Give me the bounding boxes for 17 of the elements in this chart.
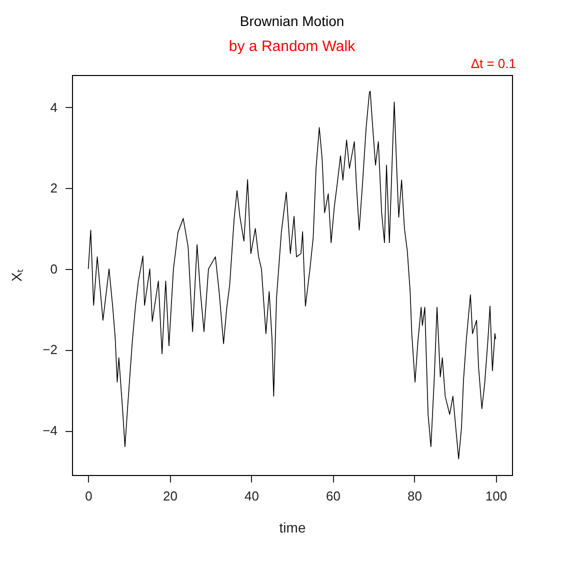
y-tick-label: −4 [42, 423, 58, 438]
x-tick-label: 40 [244, 488, 259, 504]
y-tick-label: 4 [50, 100, 58, 115]
y-tick-label: 0 [50, 261, 58, 276]
y-tick-label: 2 [50, 180, 58, 196]
y-tick-label: −2 [42, 342, 58, 358]
x-axis-title: time [279, 520, 306, 536]
x-tick-label: 60 [326, 488, 340, 504]
y-axis-title: Xₜ [8, 268, 25, 282]
x-tick-label: 80 [407, 488, 422, 504]
chart-title: Brownian Motion [240, 13, 344, 29]
text: Δt = 0.1 [470, 56, 516, 71]
line-series [88, 90, 496, 460]
x-tick-label: 0 [85, 488, 92, 504]
x-tick-label: 100 [485, 488, 508, 504]
x-tick-label: 20 [163, 488, 178, 504]
chart-subtitle: by a Random Walk [228, 38, 356, 55]
